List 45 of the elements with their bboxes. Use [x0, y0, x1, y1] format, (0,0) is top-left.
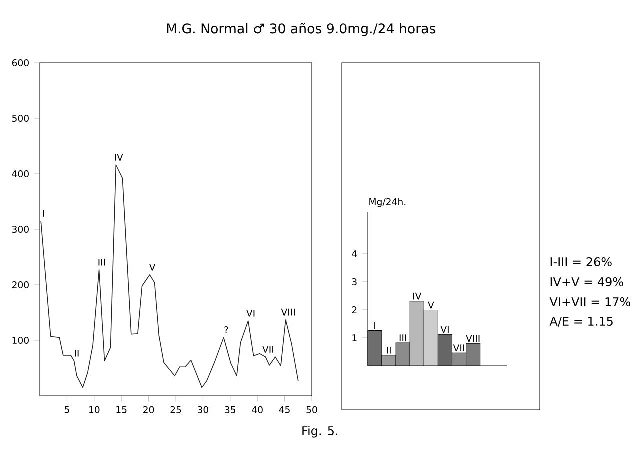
- y-axis-title: Mg/24h.: [370, 198, 406, 208]
- category-label: IV: [413, 292, 422, 300]
- x-tick-label: 5: [64, 406, 70, 414]
- y-tick-label: 200: [12, 281, 29, 289]
- annotation: II: [75, 350, 79, 357]
- annotation: VIII: [281, 308, 295, 316]
- text: A/E = 1.15: [550, 317, 613, 327]
- x-tick-label: 15: [116, 406, 127, 414]
- y-tick-label: 3: [352, 278, 357, 286]
- line-series: [40, 164, 299, 388]
- category-label: II: [387, 346, 391, 354]
- y-tick-label: 100: [12, 336, 29, 344]
- annotation: I: [43, 210, 44, 217]
- x-tick-label: 45: [279, 406, 290, 414]
- x-tick-label: 30: [198, 406, 209, 414]
- x-tick-label: 20: [144, 406, 154, 414]
- caption: Fig. 5.: [302, 426, 338, 438]
- y-tick-label: 4: [352, 250, 358, 258]
- x-tick-label: 25: [170, 406, 182, 414]
- text: I-III = 26%: [550, 257, 612, 267]
- text: IV+V = 49%: [550, 277, 624, 287]
- chart-title: M.G. Normal ♂ 30 años 9.0mg./24 horas: [167, 23, 436, 36]
- x-tick-label: 10: [89, 406, 100, 414]
- category-label: VI: [440, 326, 449, 334]
- y-tick-label: 500: [12, 114, 29, 122]
- category-label: I: [374, 322, 376, 330]
- y-tick-label: 1: [352, 334, 357, 342]
- y-tick-label: 400: [12, 170, 29, 178]
- category-label: III: [400, 334, 406, 342]
- annotation: VII: [262, 346, 274, 353]
- annotation: IV: [115, 154, 124, 161]
- category-label: V: [428, 302, 434, 309]
- annotation: III: [98, 258, 106, 266]
- x-tick-label: 50: [306, 406, 318, 414]
- y-tick-label: 300: [12, 226, 29, 234]
- x-tick-label: 40: [252, 406, 263, 414]
- text: VI+VII = 17%: [550, 297, 630, 307]
- annotation: V: [149, 264, 156, 271]
- annotation: VI: [246, 310, 255, 317]
- y-tick-label: 2: [352, 306, 357, 314]
- category-label: VII: [453, 344, 464, 352]
- category-label: VIII: [466, 335, 480, 342]
- annotation: ?: [224, 326, 228, 334]
- y-tick-label: 600: [12, 59, 29, 67]
- x-tick-label: 35: [225, 406, 236, 414]
